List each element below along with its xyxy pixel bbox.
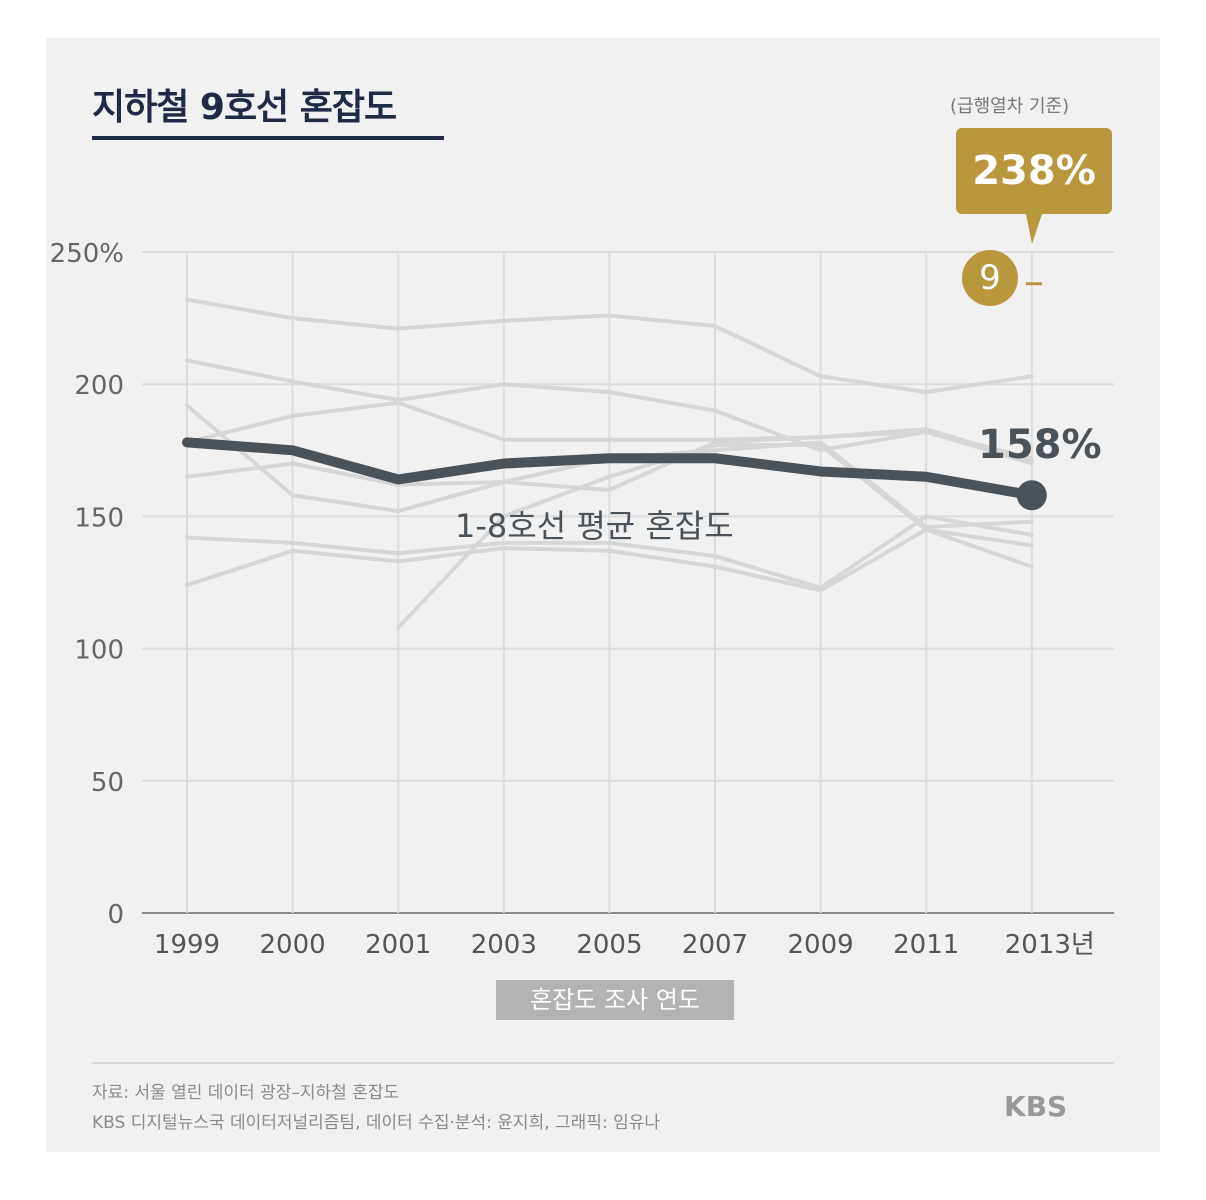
y-tick-label: 150 [74, 503, 124, 533]
chart-title: 지하철 9호선 혼잡도 [92, 87, 397, 128]
callout-value: 238% [956, 128, 1112, 244]
series-line-gray [185, 358, 1034, 466]
y-tick-label: 200 [74, 371, 124, 401]
y-tick-label: 0 [107, 900, 124, 930]
series-line-gray [185, 514, 1034, 590]
x-tick-label: 2011 [893, 930, 959, 960]
average-end-label: 158% [978, 422, 1102, 468]
x-tick-label: 2003 [471, 930, 537, 960]
series-line-gray [185, 400, 1034, 461]
x-tick-label: 2007 [682, 930, 748, 960]
x-tick-label: 2013년 [1005, 930, 1095, 960]
x-tick-label: 2009 [788, 930, 854, 960]
kbs-logo: KBS [1004, 1090, 1068, 1123]
series-line-gray [185, 297, 1034, 395]
x-axis-title: 혼잡도 조사 연도 [496, 980, 734, 1020]
x-tick-label: 2001 [365, 930, 431, 960]
x-tick-label: 2005 [576, 930, 642, 960]
source-line-1: 자료: 서울 열린 데이터 광장–지하철 혼잡도 [92, 1083, 400, 1103]
x-tick-label: 1999 [154, 930, 220, 960]
title-underline [92, 136, 444, 140]
note: (급행열차 기준) [950, 96, 1070, 117]
series-line-average [182, 437, 1037, 501]
average-series-label: 1-8호선 평균 혼잡도 [455, 507, 734, 545]
series-line-gray [185, 527, 1034, 593]
line-9-badge: 9 [962, 250, 1018, 306]
x-tick-label: 2000 [260, 930, 326, 960]
y-tick-label: 100 [74, 636, 124, 666]
y-tick-label: 50 [91, 768, 124, 798]
average-end-point [1016, 480, 1047, 511]
y-tick-label: 250% [50, 239, 124, 269]
series-line-gray [396, 443, 1034, 630]
chart-card [46, 38, 1160, 1152]
divider [92, 1062, 1114, 1064]
source-line-2: KBS 디지털뉴스국 데이터저널리즘팀, 데이터 수집·분석: 윤지희, 그래픽… [92, 1113, 660, 1133]
